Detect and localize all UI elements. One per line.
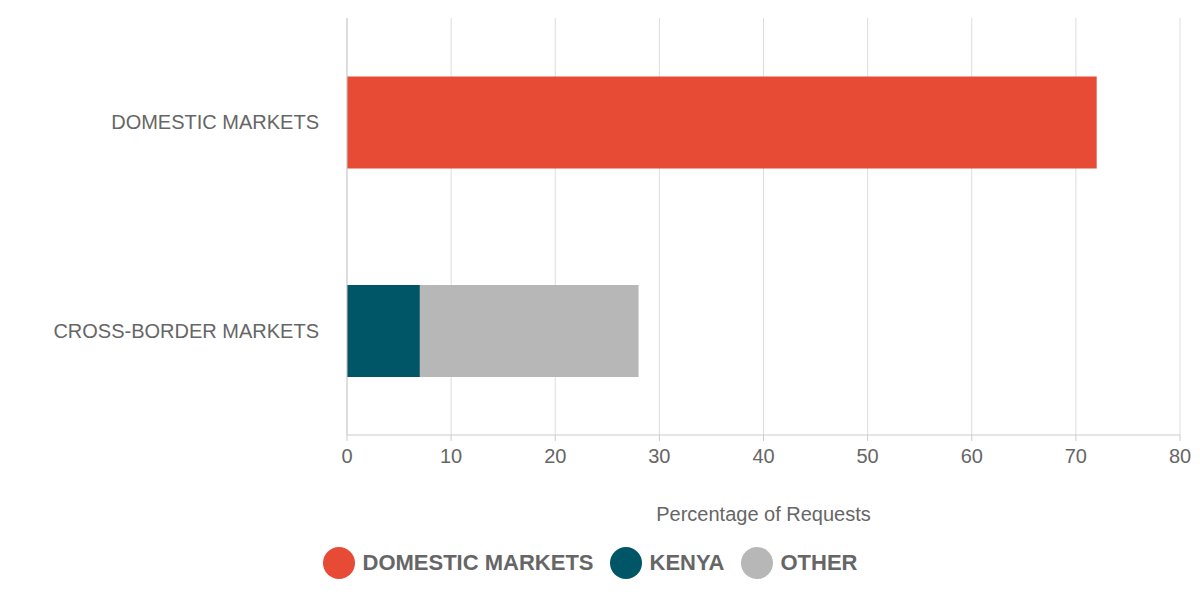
svg-text:30: 30	[648, 445, 670, 467]
svg-text:10: 10	[440, 445, 462, 467]
svg-text:80: 80	[1169, 445, 1191, 467]
html-text:KENYA: KENYA	[649, 549, 725, 575]
svg-text:CROSS-BORDER MARKETS: CROSS-BORDER MARKETS	[53, 320, 319, 342]
svg-text:40: 40	[752, 445, 774, 467]
svg-text:0: 0	[341, 445, 352, 467]
html-text:DOMESTIC MARKETS: DOMESTIC MARKETS	[362, 549, 594, 575]
svg-text:70: 70	[1065, 445, 1087, 467]
svg-text:50: 50	[857, 445, 879, 467]
html-text:OTHER: OTHER	[780, 549, 858, 575]
svg-text:20: 20	[544, 445, 566, 467]
svg-text:Percentage of Requests: Percentage of Requests	[656, 503, 871, 525]
svg-text:DOMESTIC MARKETS: DOMESTIC MARKETS	[111, 111, 319, 133]
svg-text:60: 60	[961, 445, 983, 467]
